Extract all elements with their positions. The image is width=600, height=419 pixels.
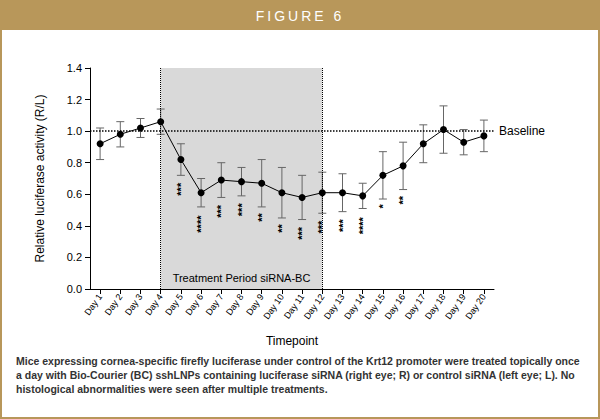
svg-text:Baseline: Baseline xyxy=(499,124,545,138)
svg-text:***: *** xyxy=(215,204,227,218)
svg-text:Day 19: Day 19 xyxy=(443,292,468,322)
svg-text:*: * xyxy=(377,203,389,208)
svg-text:***: *** xyxy=(236,203,248,217)
svg-text:1.2: 1.2 xyxy=(67,94,82,106)
svg-text:Timepoint: Timepoint xyxy=(266,334,319,348)
svg-text:***: *** xyxy=(296,226,308,240)
svg-text:**: ** xyxy=(256,213,268,222)
svg-text:Day 5: Day 5 xyxy=(163,292,185,317)
html-text:Mice expressing cornea-specifi: Mice expressing cornea-specific firefly … xyxy=(16,355,580,395)
svg-text:1.4: 1.4 xyxy=(67,62,82,74)
html-text:FIGURE 6: FIGURE 6 xyxy=(255,8,345,24)
svg-text:Day 11: Day 11 xyxy=(282,292,307,321)
svg-text:0.8: 0.8 xyxy=(67,157,82,169)
svg-text:****: **** xyxy=(357,216,369,234)
svg-text:Day 12: Day 12 xyxy=(301,292,327,322)
svg-text:Treatment Period siRNA-BC: Treatment Period siRNA-BC xyxy=(173,272,311,284)
svg-text:Day 8: Day 8 xyxy=(224,292,246,317)
svg-text:Day 13: Day 13 xyxy=(322,292,347,322)
svg-text:****: **** xyxy=(195,215,207,233)
svg-text:Day 4: Day 4 xyxy=(143,292,165,317)
svg-text:***: *** xyxy=(175,182,187,196)
svg-text:Day 10: Day 10 xyxy=(261,292,286,321)
svg-text:0.2: 0.2 xyxy=(67,251,82,263)
svg-text:Day 16: Day 16 xyxy=(382,292,408,322)
svg-text:Day 17: Day 17 xyxy=(402,292,428,322)
svg-text:0.4: 0.4 xyxy=(67,220,82,232)
svg-text:**: ** xyxy=(397,195,409,204)
svg-text:Day 9: Day 9 xyxy=(244,292,266,318)
svg-text:Day 14: Day 14 xyxy=(342,292,367,322)
svg-text:Day 7: Day 7 xyxy=(204,292,226,317)
svg-text:Day 18: Day 18 xyxy=(423,292,448,322)
svg-text:0.6: 0.6 xyxy=(67,188,82,200)
svg-text:1.0: 1.0 xyxy=(67,125,82,137)
svg-text:Day 20: Day 20 xyxy=(463,292,488,321)
svg-text:0.0: 0.0 xyxy=(67,283,82,295)
svg-text:***: *** xyxy=(316,220,328,234)
svg-text:Day 1: Day 1 xyxy=(83,292,105,317)
svg-text:Day 3: Day 3 xyxy=(123,292,145,317)
svg-text:Day 2: Day 2 xyxy=(103,292,125,317)
svg-text:Day 6: Day 6 xyxy=(184,292,206,317)
svg-text:**: ** xyxy=(276,224,288,233)
svg-text:Day 15: Day 15 xyxy=(362,292,387,322)
svg-text:***: *** xyxy=(337,218,349,232)
svg-text:Relative luciferase activity (: Relative luciferase activity (R/L) xyxy=(33,94,47,262)
